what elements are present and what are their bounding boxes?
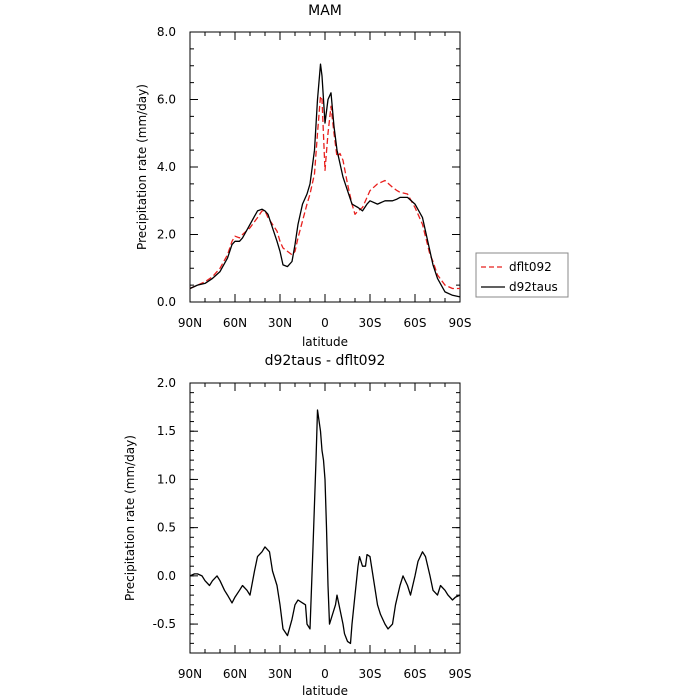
x-tick-label: 30N — [268, 316, 292, 330]
x-tick-label: 30S — [359, 316, 382, 330]
axis-ticks — [189, 382, 461, 654]
y-tick-label: 0.0 — [157, 569, 176, 583]
x-tick-labels: 90N 60N 30N 0 30S 60S 90S — [178, 667, 472, 681]
x-tick-label: 90S — [449, 316, 472, 330]
y-tick-label: 1.0 — [157, 472, 176, 486]
x-axis-label: latitude — [302, 684, 348, 698]
legend-box — [475, 252, 569, 298]
legend-label-d92taus: d92taus — [509, 280, 558, 294]
x-tick-label: 0 — [321, 316, 329, 330]
top-panel-mam: MAM 90N 60N 30N 0 30S 60S 90S 0.02.04.06.08.0 … — [135, 3, 569, 349]
y-tick-label: 8.0 — [157, 25, 176, 39]
x-tick-label: 0 — [321, 667, 329, 681]
x-tick-label: 90N — [178, 316, 202, 330]
y-tick-label: 0.0 — [157, 295, 176, 309]
y-tick-label: 0.5 — [157, 521, 176, 535]
y-tick-label: 4.0 — [157, 160, 176, 174]
y-tick-labels: 0.0 2.0 4.0 6.0 8.0 — [157, 25, 176, 309]
chart-title: d92taus - dflt092 — [265, 353, 386, 369]
plot-frame — [189, 382, 461, 654]
series-line-series-0 — [189, 409, 461, 645]
y-axis-label: Precipitation rate (mm/day) — [135, 84, 149, 250]
x-tick-labels: 90N 60N 30N 0 30S 60S 90S — [178, 316, 472, 330]
x-tick-label: 60N — [223, 316, 247, 330]
legend-label-dflt092: dflt092 — [509, 260, 552, 274]
x-tick-label: 60S — [404, 316, 427, 330]
x-tick-label: 90S — [449, 667, 472, 681]
series-line-dflt092 — [189, 95, 460, 290]
x-axis-label: latitude — [302, 335, 348, 349]
x-tick-label: 60S — [404, 667, 427, 681]
series-line-d92taus — [189, 63, 461, 298]
x-tick-label: 30S — [359, 667, 382, 681]
x-tick-label: 90N — [178, 667, 202, 681]
y-tick-label: -0.5 — [153, 617, 176, 631]
legend: dflt092 d92taus — [475, 252, 569, 298]
y-tick-labels: -0.5 0.0 0.5 1.0 1.5 2.0 — [153, 376, 176, 631]
x-tick-label: 60N — [223, 667, 247, 681]
axis-ticks — [189, 31, 461, 303]
chart-title: MAM — [308, 3, 342, 19]
bottom-panel-difference: d92taus - dflt092 90N 60N 30N 0 30S 60S 90S -0… — [123, 353, 471, 698]
y-axis-label: Precipitation rate (mm/day) — [123, 435, 137, 601]
series-lines — [189, 63, 461, 298]
x-tick-label: 30N — [268, 667, 292, 681]
y-tick-label: 2.0 — [157, 376, 176, 390]
y-tick-label: 2.0 — [157, 228, 176, 242]
y-tick-label: 1.5 — [157, 424, 176, 438]
series-lines — [189, 409, 461, 645]
y-tick-label: 6.0 — [157, 93, 176, 107]
